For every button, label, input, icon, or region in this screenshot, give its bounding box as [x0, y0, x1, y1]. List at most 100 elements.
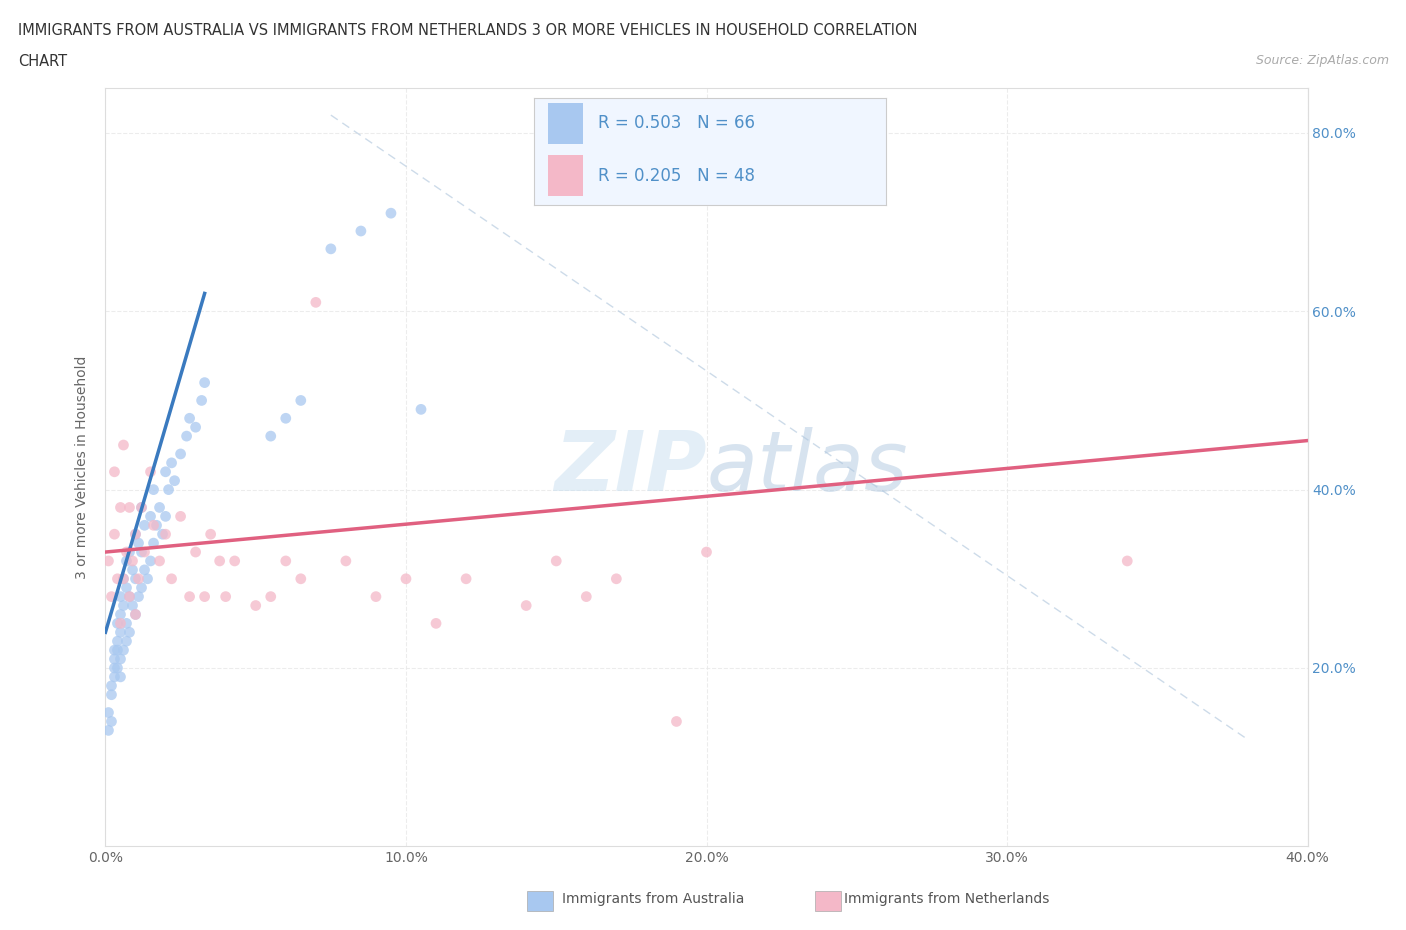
- Point: [107, 643, 129, 658]
- Text: IMMIGRANTS FROM AUSTRALIA VS IMMIGRANTS FROM NETHERLANDS 3 OR MORE VEHICLES IN H: IMMIGRANTS FROM AUSTRALIA VS IMMIGRANTS …: [18, 23, 918, 38]
- Text: ZIP: ZIP: [554, 427, 707, 508]
- Point: [142, 536, 165, 551]
- Point: [155, 464, 177, 479]
- Point: [115, 633, 138, 648]
- Point: [148, 553, 170, 568]
- Point: [124, 571, 146, 586]
- Point: [110, 652, 132, 667]
- Point: [194, 590, 217, 604]
- Point: [152, 526, 174, 541]
- Point: [128, 590, 150, 604]
- Point: [155, 509, 177, 524]
- Point: [208, 553, 231, 568]
- Point: [107, 571, 129, 586]
- Point: [110, 625, 132, 640]
- Y-axis label: 3 or more Vehicles in Household: 3 or more Vehicles in Household: [76, 355, 90, 579]
- Point: [605, 571, 627, 586]
- Point: [107, 616, 129, 631]
- Point: [136, 571, 159, 586]
- Point: [157, 482, 180, 497]
- Point: [454, 571, 477, 586]
- Point: [100, 714, 122, 729]
- Point: [112, 643, 135, 658]
- Point: [115, 545, 138, 560]
- Point: [134, 563, 156, 578]
- Point: [515, 598, 537, 613]
- Point: [169, 446, 191, 461]
- Text: atlas: atlas: [707, 427, 908, 508]
- Point: [103, 652, 125, 667]
- Point: [118, 545, 141, 560]
- Text: R = 0.503   N = 66: R = 0.503 N = 66: [598, 114, 755, 132]
- Point: [134, 518, 156, 533]
- Point: [145, 518, 167, 533]
- Point: [100, 590, 122, 604]
- Text: R = 0.205   N = 48: R = 0.205 N = 48: [598, 166, 755, 185]
- Point: [103, 670, 125, 684]
- Point: [112, 438, 135, 453]
- Point: [696, 545, 718, 560]
- Point: [163, 473, 186, 488]
- Point: [160, 456, 183, 471]
- Point: [121, 598, 143, 613]
- Point: [121, 553, 143, 568]
- Point: [97, 723, 120, 737]
- Point: [118, 500, 141, 515]
- Text: Immigrants from Australia: Immigrants from Australia: [562, 892, 745, 907]
- Point: [409, 402, 432, 417]
- Point: [290, 571, 312, 586]
- Point: [112, 598, 135, 613]
- Point: [124, 526, 146, 541]
- Text: Source: ZipAtlas.com: Source: ZipAtlas.com: [1256, 54, 1389, 67]
- Point: [260, 590, 283, 604]
- Point: [110, 500, 132, 515]
- Point: [665, 714, 688, 729]
- Point: [128, 536, 150, 551]
- Point: [97, 705, 120, 720]
- Point: [97, 553, 120, 568]
- Point: [139, 509, 162, 524]
- Point: [395, 571, 418, 586]
- Point: [139, 464, 162, 479]
- Point: [184, 545, 207, 560]
- Point: [131, 545, 153, 560]
- Point: [160, 571, 183, 586]
- Point: [103, 660, 125, 675]
- Point: [142, 482, 165, 497]
- Point: [274, 553, 297, 568]
- Point: [200, 526, 222, 541]
- Point: [214, 590, 236, 604]
- Point: [546, 553, 568, 568]
- Point: [124, 526, 146, 541]
- Point: [260, 429, 283, 444]
- Point: [139, 553, 162, 568]
- Point: [350, 223, 373, 238]
- Point: [103, 643, 125, 658]
- Point: [115, 580, 138, 595]
- Point: [128, 571, 150, 586]
- Point: [107, 660, 129, 675]
- Point: [380, 206, 402, 220]
- Text: CHART: CHART: [18, 54, 67, 69]
- Point: [110, 607, 132, 622]
- Point: [245, 598, 267, 613]
- Point: [335, 553, 357, 568]
- Point: [131, 500, 153, 515]
- Point: [112, 571, 135, 586]
- Point: [319, 242, 342, 257]
- Point: [107, 633, 129, 648]
- Bar: [548, 103, 583, 143]
- Point: [184, 419, 207, 434]
- Point: [134, 545, 156, 560]
- Point: [169, 509, 191, 524]
- Point: [179, 411, 201, 426]
- Point: [176, 429, 198, 444]
- Point: [103, 464, 125, 479]
- Point: [179, 590, 201, 604]
- Point: [118, 590, 141, 604]
- Point: [110, 616, 132, 631]
- Point: [1116, 553, 1139, 568]
- Point: [124, 607, 146, 622]
- Point: [274, 411, 297, 426]
- Point: [100, 687, 122, 702]
